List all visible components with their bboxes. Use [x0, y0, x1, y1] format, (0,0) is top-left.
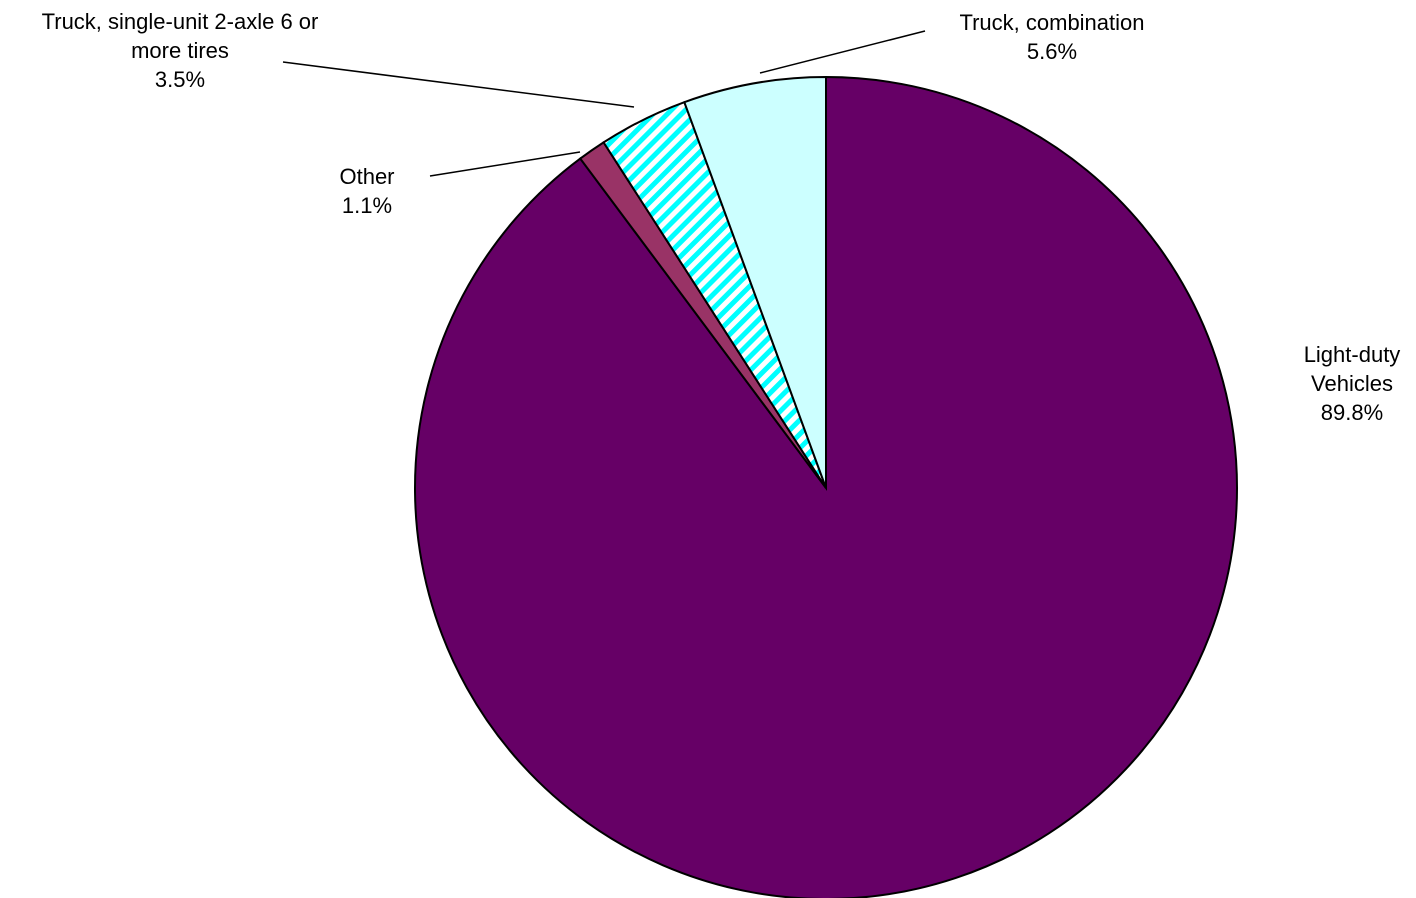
slice-name-label: Truck, combination — [959, 10, 1144, 35]
slice-label-truck-single-unit: Truck, single-unit 2-axle 6 or more tires… — [42, 9, 319, 92]
slice-name-label: Vehicles — [1311, 371, 1393, 396]
leader-line-truck-single-unit — [282, 61, 635, 108]
slice-label-other: Other 1.1% — [339, 164, 394, 218]
slice-value-label: 5.6% — [1027, 39, 1077, 64]
slice-value-label: 89.8% — [1321, 400, 1383, 425]
slice-label-light-duty-vehicles: Light-duty Vehicles 89.8% — [1304, 342, 1401, 425]
slice-name-label: more tires — [131, 38, 229, 63]
leader-line-other — [429, 151, 581, 177]
leader-line-truck-combination — [759, 30, 926, 74]
slice-name-label: Light-duty — [1304, 342, 1401, 367]
slice-value-label: 3.5% — [155, 67, 205, 92]
slice-value-label: 1.1% — [342, 193, 392, 218]
slice-name-label: Truck, single-unit 2-axle 6 or — [42, 9, 319, 34]
pie-slice-truck-combination — [683, 75, 827, 489]
slice-name-label: Other — [339, 164, 394, 189]
slice-label-truck-combination: Truck, combination 5.6% — [959, 10, 1144, 64]
pie-slice-light-duty-vehicles — [414, 75, 1238, 898]
